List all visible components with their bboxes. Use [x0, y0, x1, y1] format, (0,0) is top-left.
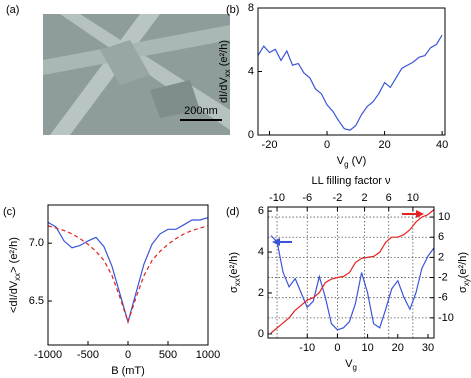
y2-axis-label-part: σ: [457, 286, 469, 293]
panel-label: (a): [6, 4, 19, 16]
x-tick-label: 10: [361, 342, 373, 354]
y2-tick-label: -2: [438, 271, 448, 283]
x-tick-label: -10: [299, 342, 315, 354]
panel-label: (c): [3, 206, 16, 218]
x2-tick-label: -2: [333, 192, 343, 204]
x-tick-label: -500: [77, 349, 99, 361]
plot-frame: [257, 7, 446, 136]
arrow-sigma-xy: [402, 210, 424, 218]
y-axis-label-part: σ: [228, 286, 240, 293]
x2-axis-label-part: LL filling factor ν: [311, 175, 391, 187]
y-axis-label: <dI/dVxx> (e²/h): [8, 237, 22, 313]
scale-bar-label: 200nm: [184, 105, 218, 117]
x-axis-label: Vg (V): [337, 155, 367, 169]
x-axis-label-part: B (mT): [111, 365, 145, 377]
x-axis-label: Vg: [345, 358, 357, 372]
x-tick-label: 0: [324, 139, 330, 151]
y-axis-label: dI/dVxx (e²/h): [218, 40, 232, 103]
y-axis-label-part: > (e²/h): [8, 237, 20, 273]
x-axis-label-part: g: [352, 363, 356, 372]
y-tick-label: 0: [258, 328, 264, 340]
y-tick-label: 4: [248, 65, 254, 77]
y2-tick-label: 10: [438, 211, 450, 223]
panel-label: (b): [226, 4, 239, 16]
y-tick-label: 2: [258, 287, 264, 299]
y-axis-label-part: (e²/h): [218, 40, 230, 69]
x2-tick-label: -6: [302, 192, 312, 204]
y-tick-label: 4: [258, 246, 264, 258]
x-axis-label-part: V: [345, 358, 353, 370]
x-tick-label: -1000: [34, 349, 62, 361]
x-tick-label: 500: [159, 349, 177, 361]
x-tick-label: 40: [436, 139, 448, 151]
plot-frame: [267, 206, 435, 339]
x-tick-label: 20: [392, 342, 404, 354]
y-axis-label-part: <dI/dV: [8, 280, 20, 313]
y-axis-label-part: xx: [223, 69, 232, 77]
y2-axis-label-part: xy: [462, 278, 471, 286]
x-axis-label-part: g: [344, 160, 348, 169]
y-axis-label-part: xx: [233, 278, 242, 286]
y2-tick-label: -10: [438, 312, 454, 324]
x-axis-label: B (mT): [111, 365, 145, 377]
y2-tick-label: 6: [438, 231, 444, 243]
y2-axis-label: σxy(e²/h): [457, 252, 471, 293]
x2-tick-label: 2: [362, 192, 368, 204]
x2-axis-label: LL filling factor ν: [311, 175, 391, 187]
y-axis-label-part: (e²/h): [228, 252, 240, 278]
x-axis-label-part: V: [337, 155, 345, 167]
x-axis-label-part: (V): [349, 155, 367, 167]
y2-tick-label: -6: [438, 292, 448, 304]
y-tick-label: 8: [248, 2, 254, 14]
data-line: [270, 209, 435, 334]
x-tick-label: -20: [262, 139, 278, 151]
sem-image: [43, 14, 230, 135]
y-axis-label-part: dI/dV: [218, 77, 230, 103]
y-tick-label: 0: [248, 129, 254, 141]
data-line: [47, 225, 209, 324]
y2-tick-label: 2: [438, 251, 444, 263]
x-tick-label: 0: [125, 349, 131, 361]
panel-label: (d): [226, 206, 239, 218]
data-line: [270, 235, 435, 331]
x-tick-label: 1000: [196, 349, 220, 361]
x2-tick-label: 10: [407, 192, 419, 204]
y-axis-label-part: xx: [13, 273, 22, 281]
y-tick-label: 6: [258, 205, 264, 217]
x-tick-label: 0: [334, 342, 340, 354]
x-tick-label: 20: [378, 139, 390, 151]
y-tick-label: 6.5: [29, 295, 44, 307]
x2-tick-label: 6: [386, 192, 392, 204]
y2-axis-label-part: (e²/h): [457, 252, 469, 278]
x2-tick-label: -10: [269, 192, 285, 204]
y-tick-label: 7.0: [29, 237, 44, 249]
x-tick-label: 30: [422, 342, 434, 354]
data-line: [257, 34, 443, 131]
y-axis-label: σxx(e²/h): [228, 252, 242, 293]
